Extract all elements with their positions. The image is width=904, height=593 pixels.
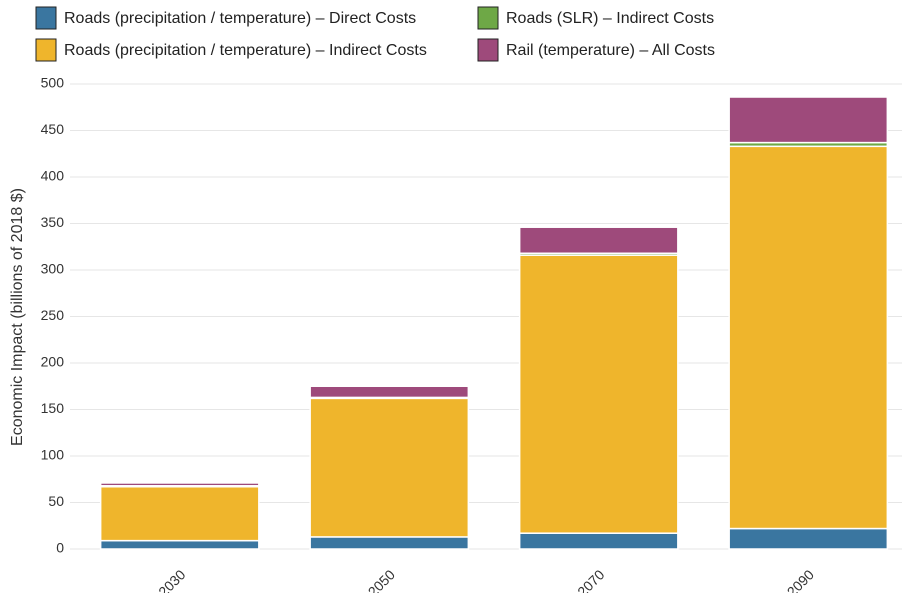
- bar-segment: [728, 96, 889, 144]
- bar-segment: [728, 527, 889, 550]
- legend-label: Rail (temperature) – All Costs: [506, 42, 715, 59]
- bar-segment: [99, 539, 260, 550]
- bar-segment: [309, 397, 470, 538]
- bar-segment: [518, 532, 679, 550]
- legend-label: Roads (SLR) – Indirect Costs: [506, 10, 714, 27]
- legend-swatch: [35, 6, 57, 30]
- y-tick-label: 300: [41, 261, 65, 277]
- y-tick-label: 250: [41, 307, 65, 323]
- bar-segment: [728, 145, 889, 530]
- y-tick-label: 150: [41, 400, 65, 416]
- bar-segment: [99, 485, 260, 542]
- legend-swatch: [477, 38, 499, 62]
- legend-label: Roads (precipitation / temperature) – Di…: [64, 10, 416, 27]
- bar-segment: [309, 385, 470, 399]
- y-tick-label: 0: [56, 540, 64, 556]
- bar-segment: [99, 482, 260, 487]
- x-tick-label: 2030: [155, 566, 188, 593]
- legend-swatch: [35, 38, 57, 62]
- y-tick-label: 450: [41, 121, 65, 137]
- x-tick-label: 2050: [365, 566, 398, 593]
- legend-label: Roads (precipitation / temperature) – In…: [64, 42, 427, 59]
- legend-swatch: [477, 6, 499, 30]
- y-tick-label: 100: [41, 447, 65, 463]
- y-tick-label: 500: [41, 75, 65, 91]
- bar-segment: [309, 536, 470, 550]
- y-tick-label: 200: [41, 354, 65, 370]
- x-tick-label: 2070: [574, 566, 607, 593]
- y-tick-label: 400: [41, 168, 65, 184]
- bar-segment: [518, 226, 679, 255]
- bar-segment: [518, 254, 679, 534]
- x-tick-label: 2090: [784, 566, 817, 593]
- y-axis-title: Economic Impact (billions of 2018 $): [9, 188, 26, 446]
- y-tick-label: 50: [48, 493, 64, 509]
- y-tick-label: 350: [41, 214, 65, 230]
